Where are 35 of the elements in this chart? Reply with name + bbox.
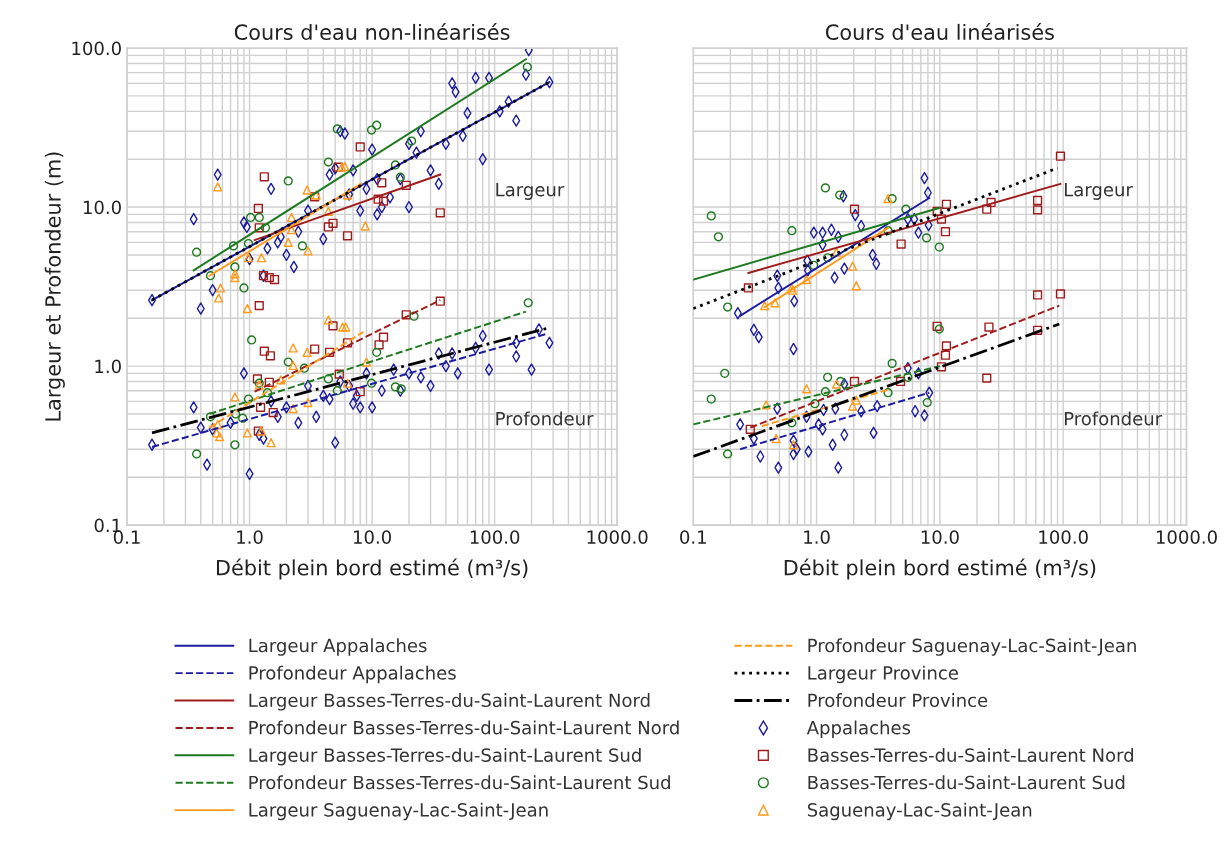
legend-label: Profondeur Appalaches: [249, 665, 456, 684]
x-tick-label: 10.0: [353, 530, 391, 544]
legend-label: Basses-Terres-du-Saint-Laurent Nord: [808, 747, 1134, 762]
legend-label: Largeur Saguenay-Lac-Saint-Jean: [249, 802, 548, 821]
x-axis-title: Débit plein bord estimé (m³/s): [217, 558, 528, 580]
x-tick-label: 1.0: [237, 530, 263, 544]
x-tick-label: 1.0: [804, 530, 830, 544]
x-tick-label: 0.1: [680, 530, 706, 544]
legend-label: Profondeur Basses-Terres-du-Saint-Laurent Nord: [249, 720, 679, 735]
legend-label: Saguenay-Lac-Saint-Jean: [807, 802, 1032, 821]
x-tick-label: 100.0: [470, 530, 520, 544]
x-tick-label: 100.0: [1039, 530, 1088, 544]
x-tick-label: 1000.0: [1156, 530, 1217, 544]
chart-title: Cours d'eau linéarisés: [825, 23, 1054, 41]
x-tick-label: 10.0: [921, 530, 959, 544]
y-axis-title: Largeur et Profondeur (m): [44, 152, 65, 421]
y-tick-label: 10.0: [83, 200, 121, 215]
chart-title: Cours d'eau non-linéarisés: [234, 23, 510, 41]
y-tick-label: 100.0: [72, 41, 121, 56]
legend-label: Profondeur Saguenay-Lac-Saint-Jean: [808, 638, 1136, 656]
annotation: Profondeur: [496, 411, 594, 426]
x-axis-title: Débit plein bord estimé (m³/s): [784, 558, 1096, 580]
legend-label: Profondeur Province: [808, 693, 988, 708]
legend-label: Largeur Province: [808, 665, 958, 684]
y-tick-label: 1.0: [95, 359, 121, 374]
legend-label: Appalaches: [806, 720, 911, 738]
annotation: Profondeur: [1064, 411, 1163, 426]
legend-label: Basses-Terres-du-Saint-Laurent Sud: [808, 775, 1125, 790]
annotation: Largeur: [1064, 182, 1133, 200]
legend-label: Largeur Basses-Terres-du-Saint-Laurent Sud: [249, 747, 641, 766]
legend-label: Largeur Basses-Terres-du-Saint-Laurent Nord: [249, 693, 650, 711]
legend-label: Largeur Appalaches: [249, 638, 427, 656]
legend-label: Profondeur Basses-Terres-du-Saint-Laurent Sud: [249, 775, 670, 790]
x-tick-label: 1000.0: [587, 530, 648, 544]
annotation: Largeur: [496, 182, 565, 200]
